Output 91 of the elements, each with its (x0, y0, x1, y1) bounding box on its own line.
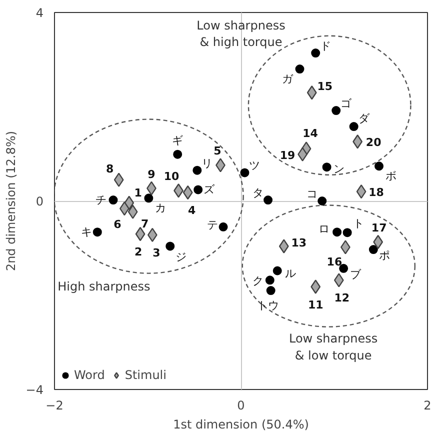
point (92, 228, 102, 237)
annotation: ダ (358, 112, 370, 126)
point (218, 222, 228, 232)
point (194, 185, 203, 194)
annotation: 3 (152, 246, 160, 260)
annotation: 18 (368, 186, 384, 200)
point (373, 234, 384, 250)
point (192, 166, 202, 175)
point (306, 86, 317, 100)
annotation: ズ (204, 183, 216, 196)
x-tick-label: 0 (237, 398, 245, 412)
point (264, 196, 273, 205)
point (266, 286, 276, 296)
y-tick-label: 0 (36, 194, 44, 208)
annotation: 13 (291, 236, 307, 250)
annotation: 8 (106, 162, 114, 176)
point (311, 48, 320, 58)
point (334, 273, 344, 288)
point (278, 239, 289, 254)
x-tick-label: −2 (46, 398, 64, 412)
point (349, 122, 358, 132)
annotation: タ (252, 186, 264, 200)
annotation: 6 (114, 218, 122, 232)
y-tick-label: −4 (26, 383, 44, 397)
point (108, 196, 118, 205)
point (135, 226, 146, 242)
annotation: ン (333, 162, 344, 176)
annotation: コ (306, 188, 318, 200)
annotation: 4 (188, 204, 196, 218)
y-axis-title: 2nd dimension (12.8%) (4, 130, 18, 272)
annotation: 14 (302, 127, 318, 140)
annotation: 20 (366, 136, 382, 150)
point (147, 228, 158, 242)
annotation: ブ (350, 268, 362, 281)
annotation: 5 (214, 144, 222, 158)
annotation: Low sharpness & high torque (196, 18, 286, 50)
annotation: 11 (308, 298, 324, 312)
legend-label: Stimuli (124, 368, 166, 382)
annotation: 19 (280, 148, 296, 162)
annotation: 16 (326, 256, 342, 269)
annotation: Low sharpness & low torque (288, 332, 378, 362)
x-tick-label: 2 (424, 398, 432, 412)
annotation: 17 (371, 222, 387, 234)
annotation: 9 (148, 168, 156, 181)
point (295, 64, 304, 74)
x-axis-title: 1st dimension (50.4%) (173, 418, 309, 432)
point (114, 172, 124, 187)
annotation: チ (96, 194, 107, 207)
point (322, 162, 332, 172)
point (272, 266, 282, 276)
annotation: ギ (172, 134, 184, 147)
annotation: ル (284, 267, 296, 280)
point (265, 276, 274, 285)
y-tick-label: 4 (36, 6, 44, 20)
annotation: トウ (256, 299, 279, 312)
annotation: テ (206, 218, 218, 232)
annotation: ロ (318, 222, 330, 236)
annotation: 2 (134, 245, 142, 258)
point (128, 204, 138, 219)
annotation: ク (252, 274, 264, 288)
annotation: High sharpness (58, 279, 150, 294)
annotation: ツ (249, 159, 260, 172)
point (342, 228, 352, 238)
point (332, 228, 342, 237)
point (368, 245, 378, 254)
point (356, 184, 366, 199)
annotation: ト (352, 217, 364, 230)
annotation: 7 (141, 217, 149, 230)
point (166, 242, 175, 251)
annotation: カ (155, 202, 166, 215)
annotation: ド (320, 40, 332, 53)
point (374, 162, 384, 171)
point (318, 196, 327, 206)
annotation: ジ (176, 250, 187, 264)
annotation: キ (80, 226, 92, 239)
point (182, 185, 193, 200)
point (240, 168, 250, 178)
point (144, 194, 154, 203)
annotation: 12 (334, 292, 350, 305)
annotation: 15 (317, 80, 333, 94)
annotation: 1 (134, 186, 142, 200)
annotation: リ (202, 156, 213, 170)
point (332, 106, 341, 116)
annotation: ガ (282, 72, 294, 86)
annotation: ボ (386, 170, 397, 183)
annotation: ポ (378, 249, 390, 262)
legend-label: Word (74, 368, 105, 382)
annotation: ゴ (340, 97, 353, 110)
annotation: 10 (164, 170, 180, 184)
point (310, 280, 321, 294)
point (173, 150, 182, 159)
